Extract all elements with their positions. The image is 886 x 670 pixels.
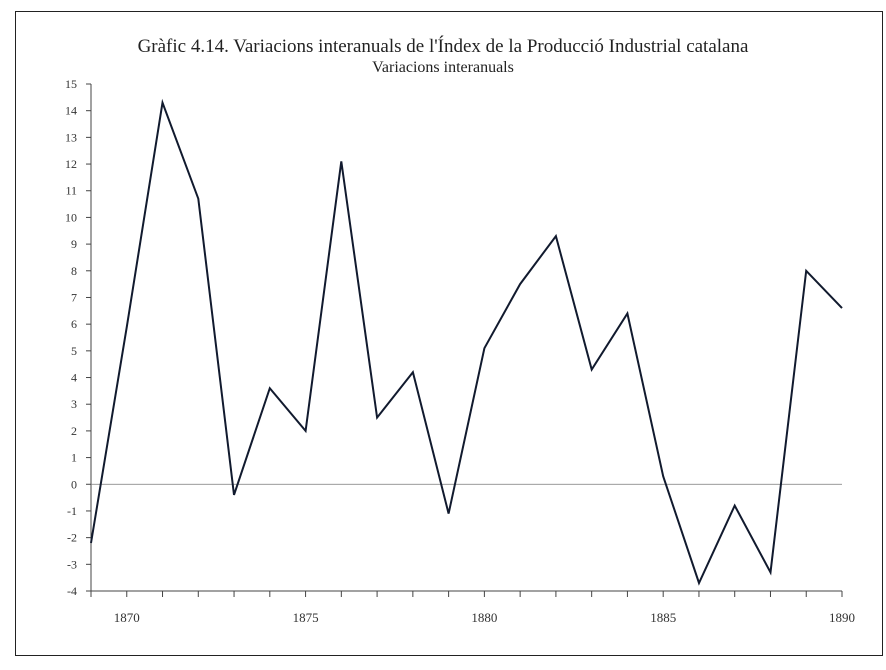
- y-tick-label: 13: [65, 130, 77, 144]
- y-tick-label: 10: [65, 210, 77, 224]
- y-tick-label: 2: [71, 424, 77, 438]
- y-tick-label: 6: [71, 317, 77, 331]
- chart-axes: [90, 84, 842, 592]
- x-tick-label: 1885: [650, 610, 676, 625]
- y-tick-label: 14: [65, 104, 77, 118]
- x-tick-label: 1875: [293, 610, 319, 625]
- chart-subtitle: Variacions interanuals: [372, 59, 514, 76]
- y-tick-label: 1: [71, 451, 77, 465]
- y-tick-label: 12: [65, 157, 77, 171]
- x-tick-label: 1880: [471, 610, 497, 625]
- chart-title: Gràfic 4.14. Variacions interanuals de l…: [137, 36, 749, 57]
- y-tick-label: 7: [71, 290, 77, 304]
- y-tick-label: -3: [67, 557, 77, 571]
- y-tick-label: -2: [67, 531, 77, 545]
- y-tick-label: 0: [71, 477, 77, 491]
- x-tick-label: 1890: [829, 610, 855, 625]
- x-axis-ticks: 1870 1875 1880 1885 1890: [90, 591, 855, 625]
- y-tick-label: 11: [65, 184, 77, 198]
- series-group: [90, 98, 843, 586]
- y-tick-label: 4: [71, 371, 77, 385]
- y-tick-label: 5: [71, 344, 77, 358]
- y-tick-label: 8: [71, 264, 77, 278]
- y-tick-label: 3: [71, 397, 77, 411]
- y-tick-label: -1: [67, 504, 77, 518]
- chart-frame: [15, 11, 883, 656]
- y-tick-label: -4: [67, 584, 77, 598]
- x-tick-label: 1870: [114, 610, 140, 625]
- y-tick-label: 15: [65, 77, 77, 91]
- y-tick-label: 9: [71, 237, 77, 251]
- series-line: [90, 98, 843, 586]
